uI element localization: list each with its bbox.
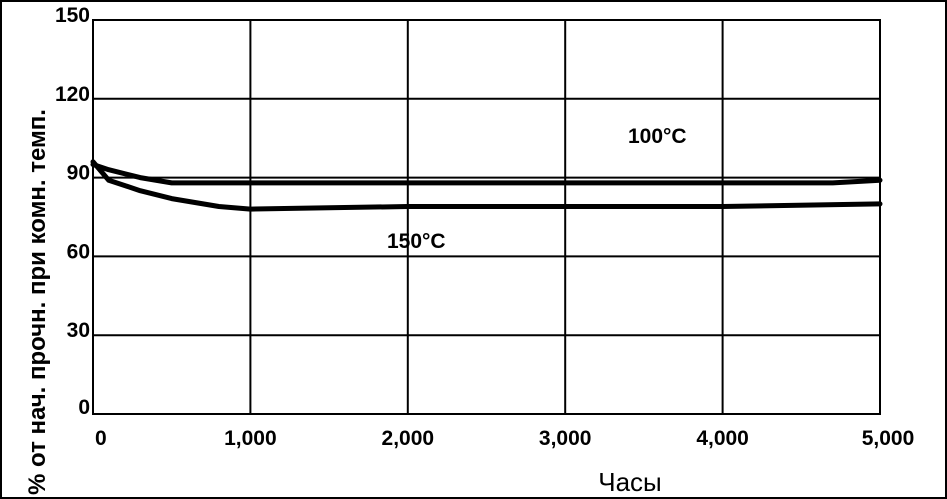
x-tick-label: 4,000 — [696, 427, 749, 450]
y-tick-label: 90 — [67, 162, 90, 185]
x-tick-label: 0 — [95, 427, 107, 450]
y-tick-label: 0 — [78, 396, 90, 419]
y-tick-label: 60 — [67, 240, 90, 263]
y-tick-labels: 0 30 60 90 120 150 — [55, 4, 90, 419]
annotation-100c: 100°C — [628, 125, 687, 148]
series-line-150c — [90, 159, 883, 212]
plot-border — [92, 19, 881, 415]
x-tick-label: 2,000 — [382, 427, 435, 450]
chart-grid — [92, 19, 881, 415]
x-tick-label: 1,000 — [224, 427, 277, 450]
x-axis-label: Часы — [598, 467, 661, 497]
series-line-100c — [90, 162, 883, 186]
x-tick-label: 5,000 — [862, 427, 915, 450]
annotation-150c: 150°C — [387, 230, 446, 253]
x-tick-labels: 0 1,000 2,000 3,000 4,000 5,000 — [95, 427, 914, 450]
chart-series — [90, 159, 883, 212]
y-axis-label: % от нач. прочн. при комн. темп. — [24, 109, 51, 495]
x-tick-label: 3,000 — [539, 427, 592, 450]
y-tick-label: 30 — [67, 319, 90, 342]
y-tick-label: 150 — [55, 4, 90, 27]
y-tick-label: 120 — [55, 83, 90, 106]
